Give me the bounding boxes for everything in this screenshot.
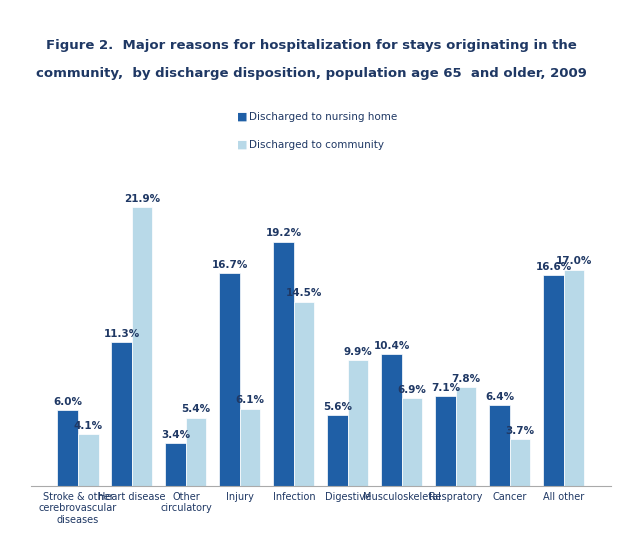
Text: 7.1%: 7.1% [431,383,460,392]
Text: 10.4%: 10.4% [373,340,410,350]
Bar [327,415,348,486]
Bar [273,241,294,486]
Bar [510,439,530,486]
Text: 17.0%: 17.0% [556,257,592,267]
Bar [166,443,186,486]
Text: 6.4%: 6.4% [485,391,514,401]
Text: 6.1%: 6.1% [235,395,265,405]
Bar [381,354,402,486]
Bar [348,360,368,486]
Text: 11.3%: 11.3% [103,329,140,339]
Text: 3.7%: 3.7% [505,426,535,436]
Text: 14.5%: 14.5% [286,288,322,299]
Text: Figure 2.  Major reasons for hospitalization for stays originating in the: Figure 2. Major reasons for hospitalizat… [46,39,577,52]
Bar [78,434,98,486]
Bar [240,409,260,486]
Text: community,  by discharge disposition, population age 65  and older, 2009: community, by discharge disposition, pop… [36,67,587,80]
Bar [132,207,153,486]
Text: 5.4%: 5.4% [182,404,211,414]
Bar [489,405,510,486]
Text: 19.2%: 19.2% [265,229,302,239]
Bar [219,273,240,486]
Text: ■: ■ [237,112,247,122]
Bar [186,418,206,486]
Text: Discharged to community: Discharged to community [249,140,384,150]
Bar [57,410,78,486]
Text: 6.0%: 6.0% [53,397,82,407]
Text: 5.6%: 5.6% [323,402,352,412]
Bar [294,301,315,486]
Text: 21.9%: 21.9% [124,194,160,204]
Bar [435,396,456,486]
Text: ■: ■ [237,140,247,150]
Text: 6.9%: 6.9% [397,385,427,395]
Bar [543,275,564,486]
Bar [112,342,132,486]
Text: 9.9%: 9.9% [344,347,373,357]
Bar [564,269,584,486]
Text: 7.8%: 7.8% [452,374,480,383]
Text: 4.1%: 4.1% [74,421,103,431]
Bar [402,399,422,486]
Text: 16.7%: 16.7% [211,260,248,271]
Text: Discharged to nursing home: Discharged to nursing home [249,112,397,122]
Bar [456,387,476,486]
Text: 3.4%: 3.4% [161,430,190,440]
Text: 16.6%: 16.6% [535,262,571,272]
